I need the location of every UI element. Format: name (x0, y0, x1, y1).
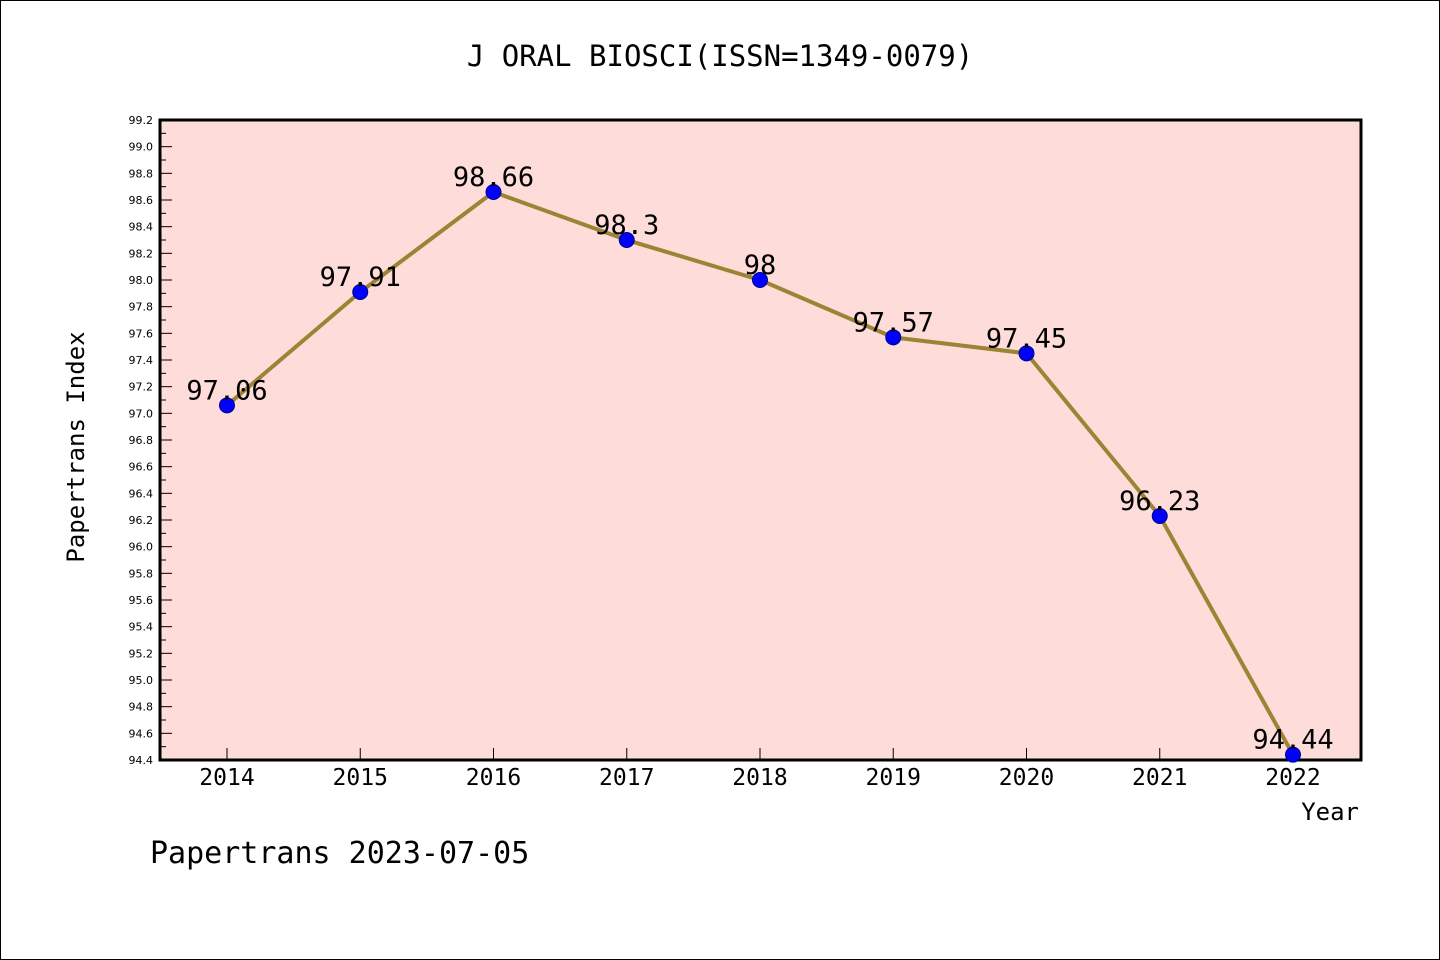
chart-title: J ORAL BIOSCI(ISSN=1349-0079) (467, 39, 973, 73)
series-layer: 97.06 97.91 98.66 98.3 98 97.57 97.45 96.23 94.4… (186, 162, 1334, 763)
y-tick-label: 98.8 (129, 167, 154, 180)
y-tick-label: 96.4 (129, 487, 154, 500)
data-point (752, 272, 768, 288)
y-tick-label: 97.6 (129, 327, 154, 340)
x-tick-label: 2016 (466, 765, 521, 791)
data-point (352, 284, 369, 300)
y-axis-label: Papertrans Index (62, 331, 90, 562)
y-tick-label: 96.2 (129, 514, 154, 527)
x-tick-label: 2014 (199, 765, 254, 791)
y-tick-label: 95.0 (129, 674, 154, 687)
data-label: 97.91 (320, 262, 401, 293)
data-label: 97.06 (186, 375, 267, 406)
x-axis: 2014 2015 2016 2017 2018 2019 2020 2021 2022 (199, 748, 1321, 791)
y-tick-label: 95.8 (129, 567, 154, 580)
x-tick-label: 2019 (866, 765, 921, 791)
data-label: 97.45 (986, 323, 1067, 354)
x-tick-label: 2018 (732, 765, 787, 791)
y-tick-label: 94.8 (129, 701, 154, 714)
data-label: 96.23 (1119, 486, 1200, 517)
y-tick-label: 99.0 (129, 141, 154, 154)
data-point (885, 329, 902, 346)
x-tick-label: 2015 (333, 765, 388, 791)
data-label: 98 (744, 250, 777, 281)
data-point (485, 184, 502, 200)
data-label: 94.44 (1252, 725, 1333, 756)
data-label: 97.57 (853, 307, 934, 338)
x-axis-label: Year (1301, 798, 1359, 826)
y-tick-label: 97.2 (129, 381, 154, 394)
plot-area (158, 118, 1363, 762)
y-tick-label: 97.0 (129, 407, 154, 420)
y-tick-label: 98.6 (129, 194, 154, 207)
data-label: 98.3 (594, 210, 659, 241)
y-tick-label: 99.2 (129, 114, 154, 127)
y-tick-label: 96.6 (129, 461, 154, 474)
data-point (618, 232, 635, 248)
data-label: 98.66 (453, 162, 534, 193)
y-tick-label: 98.4 (129, 221, 154, 234)
data-point (1018, 345, 1035, 362)
y-tick-label: 96.0 (129, 541, 154, 554)
y-tick-label: 95.4 (129, 621, 154, 634)
y-tick-label: 98.2 (129, 247, 154, 260)
y-tick-label: 97.8 (129, 301, 154, 314)
data-point (1285, 746, 1301, 763)
x-tick-label: 2017 (599, 765, 654, 791)
y-tick-label: 97.4 (129, 354, 154, 367)
y-tick-label: 96.8 (129, 434, 154, 447)
y-tick-label: 98.0 (129, 274, 154, 287)
y-tick-label: 95.2 (129, 647, 154, 660)
x-tick-label: 2020 (999, 765, 1054, 791)
y-tick-label: 95.6 (129, 594, 154, 607)
y-tick-label: 94.4 (129, 754, 154, 767)
data-point (219, 397, 235, 414)
x-tick-label: 2022 (1265, 765, 1320, 791)
x-tick-label: 2021 (1132, 765, 1187, 791)
y-axis: 94.4 94.6 94.8 95.0 95.2 95.4 95.6 95.8 96.0 96.2… (129, 114, 172, 767)
y-tick-label: 94.6 (129, 727, 154, 740)
data-point (1151, 508, 1168, 524)
footer-text: Papertrans 2023-07-05 (150, 836, 529, 871)
